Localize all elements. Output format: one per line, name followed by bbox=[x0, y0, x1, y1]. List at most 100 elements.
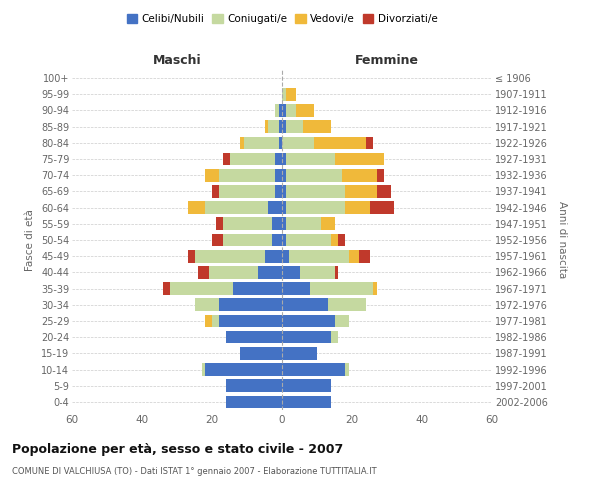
Bar bbox=[377, 169, 383, 181]
Bar bbox=[286, 218, 320, 230]
Bar bbox=[349, 250, 359, 262]
Bar bbox=[320, 218, 335, 230]
Bar bbox=[170, 282, 233, 295]
Bar bbox=[335, 314, 349, 328]
Bar bbox=[282, 152, 286, 166]
Text: Popolazione per età, sesso e stato civile - 2007: Popolazione per età, sesso e stato civil… bbox=[12, 442, 343, 456]
Bar bbox=[282, 234, 286, 246]
Bar bbox=[345, 363, 349, 376]
Bar bbox=[226, 380, 282, 392]
Bar bbox=[240, 347, 282, 360]
Bar bbox=[345, 185, 377, 198]
Bar bbox=[282, 218, 286, 230]
Bar bbox=[223, 152, 229, 166]
Bar bbox=[303, 120, 331, 133]
Bar bbox=[282, 380, 331, 392]
Bar bbox=[286, 202, 345, 214]
Bar bbox=[229, 152, 275, 166]
Bar bbox=[282, 250, 289, 262]
Bar bbox=[282, 88, 286, 101]
Text: Maschi: Maschi bbox=[152, 54, 202, 67]
Bar bbox=[278, 104, 282, 117]
Bar bbox=[209, 266, 257, 278]
Bar bbox=[331, 234, 338, 246]
Bar bbox=[212, 185, 219, 198]
Bar bbox=[278, 120, 282, 133]
Bar bbox=[194, 298, 219, 311]
Bar bbox=[219, 169, 275, 181]
Bar bbox=[226, 331, 282, 344]
Bar bbox=[187, 250, 194, 262]
Bar bbox=[233, 282, 282, 295]
Bar bbox=[282, 396, 331, 408]
Bar bbox=[268, 202, 282, 214]
Bar bbox=[299, 266, 335, 278]
Text: Femmine: Femmine bbox=[355, 54, 419, 67]
Bar bbox=[331, 331, 338, 344]
Bar bbox=[370, 202, 394, 214]
Bar bbox=[282, 282, 310, 295]
Bar bbox=[275, 169, 282, 181]
Y-axis label: Anni di nascita: Anni di nascita bbox=[557, 202, 567, 278]
Bar bbox=[377, 185, 391, 198]
Bar bbox=[212, 314, 219, 328]
Bar bbox=[198, 266, 209, 278]
Bar bbox=[275, 152, 282, 166]
Bar bbox=[282, 266, 299, 278]
Bar bbox=[271, 234, 282, 246]
Bar bbox=[282, 202, 286, 214]
Bar bbox=[194, 250, 265, 262]
Text: COMUNE DI VALCHIUSA (TO) - Dati ISTAT 1° gennaio 2007 - Elaborazione TUTTITALIA.: COMUNE DI VALCHIUSA (TO) - Dati ISTAT 1°… bbox=[12, 468, 377, 476]
Bar bbox=[286, 185, 345, 198]
Bar bbox=[271, 218, 282, 230]
Bar bbox=[205, 202, 268, 214]
Bar bbox=[310, 282, 373, 295]
Bar bbox=[282, 104, 286, 117]
Bar bbox=[205, 363, 282, 376]
Bar bbox=[345, 202, 370, 214]
Bar bbox=[282, 347, 317, 360]
Bar bbox=[275, 104, 278, 117]
Bar bbox=[338, 234, 345, 246]
Bar bbox=[215, 218, 223, 230]
Bar bbox=[219, 314, 282, 328]
Bar bbox=[286, 104, 296, 117]
Bar bbox=[328, 298, 366, 311]
Bar bbox=[244, 136, 278, 149]
Bar bbox=[282, 331, 331, 344]
Bar bbox=[286, 88, 296, 101]
Bar bbox=[282, 136, 314, 149]
Bar bbox=[282, 185, 286, 198]
Bar bbox=[282, 314, 335, 328]
Bar bbox=[205, 314, 212, 328]
Bar bbox=[366, 136, 373, 149]
Bar bbox=[202, 363, 205, 376]
Bar bbox=[212, 234, 223, 246]
Bar bbox=[289, 250, 349, 262]
Bar bbox=[335, 266, 338, 278]
Bar bbox=[282, 363, 345, 376]
Bar bbox=[282, 169, 286, 181]
Bar bbox=[286, 152, 335, 166]
Bar bbox=[286, 169, 341, 181]
Bar bbox=[219, 298, 282, 311]
Bar bbox=[268, 120, 278, 133]
Bar bbox=[187, 202, 205, 214]
Bar bbox=[240, 136, 244, 149]
Bar bbox=[265, 120, 268, 133]
Bar bbox=[275, 185, 282, 198]
Bar bbox=[341, 169, 377, 181]
Bar bbox=[223, 234, 271, 246]
Bar bbox=[286, 120, 303, 133]
Bar bbox=[219, 185, 275, 198]
Bar bbox=[314, 136, 366, 149]
Bar bbox=[205, 169, 219, 181]
Bar bbox=[265, 250, 282, 262]
Bar bbox=[373, 282, 377, 295]
Bar bbox=[226, 396, 282, 408]
Bar bbox=[282, 298, 328, 311]
Bar bbox=[223, 218, 271, 230]
Bar bbox=[278, 136, 282, 149]
Bar bbox=[257, 266, 282, 278]
Bar bbox=[163, 282, 170, 295]
